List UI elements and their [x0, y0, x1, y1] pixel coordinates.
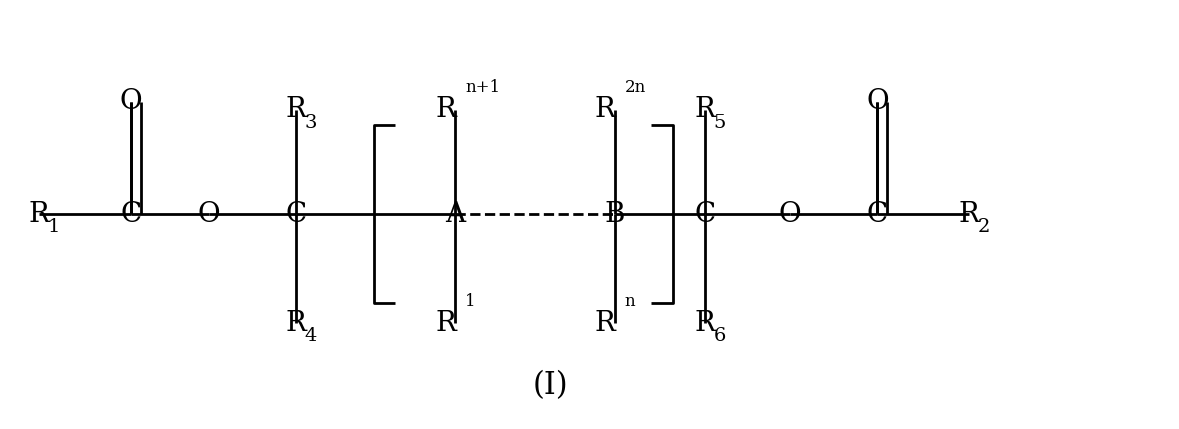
Text: C: C	[120, 200, 141, 227]
Text: 1: 1	[48, 218, 60, 236]
Text: R: R	[694, 310, 716, 337]
Text: 6: 6	[713, 327, 726, 345]
Text: C: C	[694, 200, 716, 227]
Text: R: R	[285, 96, 307, 123]
Text: R: R	[285, 310, 307, 337]
Text: R: R	[435, 310, 456, 337]
Text: 5: 5	[713, 114, 726, 132]
Text: C: C	[867, 200, 888, 227]
Text: (I): (I)	[532, 370, 568, 402]
Text: B: B	[605, 200, 625, 227]
Text: O: O	[778, 200, 801, 227]
Text: R: R	[595, 310, 615, 337]
Text: R: R	[435, 96, 456, 123]
Text: C: C	[285, 200, 307, 227]
Text: R: R	[959, 200, 980, 227]
Text: 2: 2	[977, 218, 990, 236]
Text: 1: 1	[466, 293, 476, 310]
Text: O: O	[867, 88, 889, 115]
Text: O: O	[198, 200, 220, 227]
Text: n+1: n+1	[466, 79, 500, 97]
Text: R: R	[595, 96, 615, 123]
Text: 4: 4	[304, 327, 317, 345]
Text: A: A	[446, 200, 466, 227]
Text: 3: 3	[304, 114, 317, 132]
Text: O: O	[120, 88, 143, 115]
Text: R: R	[694, 96, 716, 123]
Text: 2n: 2n	[625, 79, 646, 97]
Text: R: R	[28, 200, 50, 227]
Text: n: n	[625, 293, 635, 310]
